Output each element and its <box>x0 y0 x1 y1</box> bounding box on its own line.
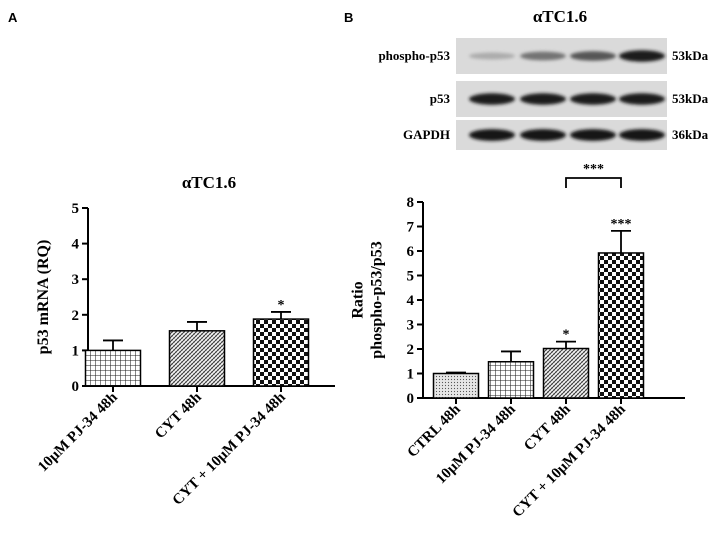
y-axis-label: p53 mRNA (RQ) <box>35 240 52 355</box>
blot-row-label: phospho-p53 <box>378 48 450 63</box>
x-category-label: CYT 48h <box>152 389 205 442</box>
blot-band <box>469 93 515 105</box>
significance-mark: * <box>278 298 285 313</box>
y-tick-label: 5 <box>407 269 415 285</box>
blot-band <box>570 93 616 105</box>
significance-mark: *** <box>611 217 632 232</box>
blot-band <box>619 93 665 105</box>
blot-row-size: 53kDa <box>672 91 709 106</box>
blot-row-label: GAPDH <box>403 127 450 142</box>
x-category-label: CYT + 10μM PJ-34 48h <box>510 401 630 521</box>
bar <box>432 372 480 399</box>
blot-row-size: 36kDa <box>672 127 709 142</box>
blot-band <box>570 129 616 141</box>
y-axis-label: Ratio phospho-p53/p53 <box>349 241 385 358</box>
bar <box>487 360 535 399</box>
bracket-significance-label: *** <box>583 162 604 177</box>
blot-band <box>469 129 515 141</box>
blot-band <box>520 93 566 105</box>
bar <box>168 330 226 387</box>
y-tick-label: 1 <box>72 343 80 359</box>
panel-b-letter: B <box>344 10 353 25</box>
chart-a-title: αTC1.6 <box>182 173 236 192</box>
y-tick-label: 6 <box>407 244 415 260</box>
bar <box>252 318 310 387</box>
panel-a-letter: A <box>8 10 18 25</box>
bar <box>597 252 645 399</box>
blot-band <box>469 52 515 60</box>
y-axis-label-line: phospho-p53/p53 <box>369 241 386 358</box>
y-tick-label: 2 <box>72 308 80 324</box>
blot-band <box>619 50 665 62</box>
y-tick-label: 4 <box>72 237 80 253</box>
y-tick-label: 4 <box>407 293 415 309</box>
y-tick-label: 0 <box>72 379 80 395</box>
x-category-label: CYT 48h <box>521 401 574 454</box>
blot-band <box>520 129 566 141</box>
x-category-label: 10μM PJ-34 48h <box>35 389 121 475</box>
significance-mark: * <box>563 328 570 343</box>
bar <box>542 347 590 399</box>
bar <box>84 349 142 387</box>
blot-title: αTC1.6 <box>533 7 587 26</box>
x-category-label: CTRL 48h <box>404 401 464 461</box>
y-tick-label: 8 <box>407 195 415 211</box>
y-tick-label: 0 <box>407 391 415 407</box>
y-tick-label: 3 <box>72 272 80 288</box>
blot-band <box>619 129 665 141</box>
blot-row-size: 53kDa <box>672 48 709 63</box>
y-tick-label: 3 <box>407 318 415 334</box>
blot-band <box>520 51 566 61</box>
y-tick-label: 7 <box>407 220 415 236</box>
western-blot: αTC1.6 phospho-p53 53kDa p53 53kDa GAPDH 36kD… <box>378 7 709 150</box>
y-tick-label: 1 <box>407 367 415 383</box>
y-axis-label-line: Ratio <box>349 281 366 318</box>
chart-a: αTC1.6 0 1 2 3 4 5 p53 mRNA (RQ) 10μM PJ-34 48h… <box>35 173 335 509</box>
blot-row-label: p53 <box>430 91 451 106</box>
significance-bracket <box>565 177 622 188</box>
y-tick-label: 5 <box>72 201 80 217</box>
blot-band <box>570 51 616 61</box>
y-tick-label: 2 <box>407 342 415 358</box>
